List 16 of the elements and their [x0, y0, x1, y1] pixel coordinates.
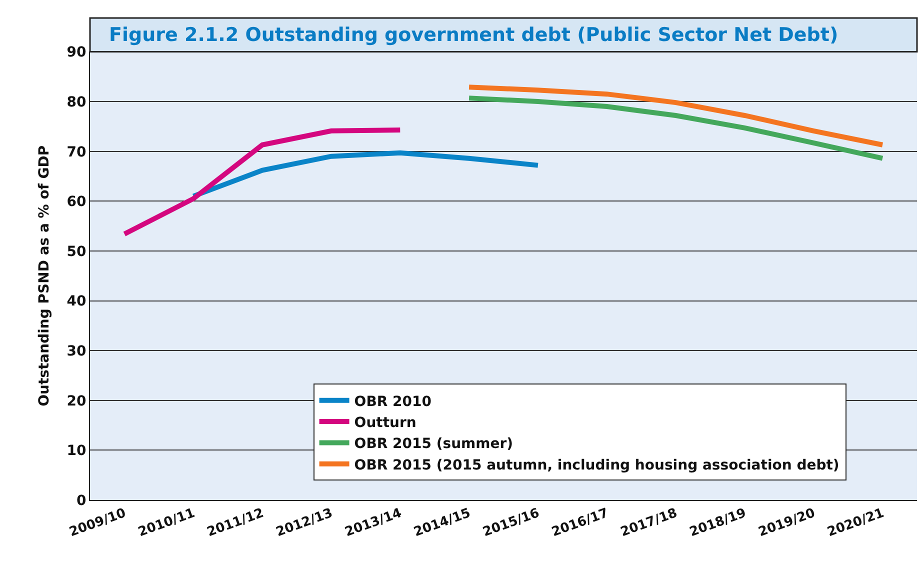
- y-tick-label: 70: [66, 144, 86, 160]
- legend-label: OBR 2010: [354, 394, 432, 410]
- y-tick-label: 20: [66, 393, 86, 410]
- y-tick-label: 90: [66, 44, 86, 61]
- y-tick-label: 30: [66, 343, 86, 360]
- y-tick-label: 10: [66, 443, 86, 460]
- chart-title: Figure 2.1.2 Outstanding government debt (Public Sector Net Debt): [109, 24, 838, 46]
- legend-label: OBR 2015 (2015 autumn, including housing association debt): [354, 457, 840, 474]
- legend-label: OBR 2015 (summer): [354, 436, 514, 452]
- y-tick-label: 80: [66, 94, 86, 110]
- y-tick-label: 50: [66, 244, 86, 260]
- y-tick-label: 60: [66, 194, 86, 210]
- y-tick-label: 0: [76, 492, 86, 509]
- y-axis-title: Outstanding PSND as a % of GDP: [36, 145, 52, 406]
- y-tick-label: 40: [66, 294, 86, 310]
- legend-label: Outturn: [354, 414, 416, 431]
